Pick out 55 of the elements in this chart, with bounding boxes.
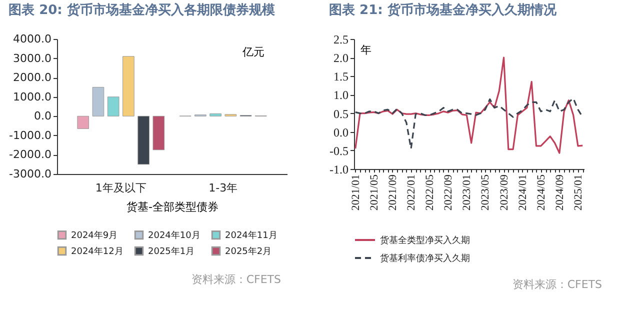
- bar: [138, 116, 150, 165]
- x-tick-label: 2024/09: [554, 174, 566, 211]
- bar: [152, 116, 165, 150]
- text: 资料来源：CFETS: [190, 272, 282, 287]
- x-tick-label: 2022/01: [406, 174, 418, 211]
- y-tick-label: 2.0: [334, 51, 348, 66]
- y-tick-label: 2000.0: [13, 71, 52, 84]
- y-tick-label: -1000.0: [9, 128, 52, 142]
- legend-label: 2024年11月: [225, 230, 278, 242]
- x-tick-label: 2022/05: [424, 174, 436, 211]
- line-series: [354, 56, 584, 154]
- y-tick-label: -2000.0: [9, 148, 52, 162]
- x-tick-label: 2023/01: [461, 174, 474, 211]
- y-tick-label: -1.0: [330, 162, 348, 176]
- y-tick-label: -3000.0: [9, 168, 52, 180]
- legend-label: 2025年1月: [148, 246, 195, 257]
- legend-label: 2025年2月: [225, 246, 272, 257]
- x-tick-label: 2024/01: [516, 174, 529, 211]
- y-tick-label: 2.5: [334, 32, 348, 46]
- x-tick-label: 2025/01: [572, 174, 584, 211]
- y-axis-title: 亿元: [242, 46, 264, 58]
- y-tick-label: 3000.0: [13, 52, 52, 65]
- x-tick-label: 2024/05: [535, 174, 548, 211]
- x-tick-label: 1-3年: [208, 182, 238, 194]
- y-tick-label: 0.0: [334, 125, 348, 140]
- legend-label: 2024年12月: [71, 246, 124, 257]
- legend-label: 货基利率债净买入久期: [380, 253, 470, 264]
- x-axis-title: 货基-全部类型债券: [126, 200, 218, 214]
- y-tick-label: 1.5: [334, 70, 348, 84]
- chart-title: 图表 20: 货币市场基金净买入各期限债券规模: [8, 2, 275, 18]
- bar: [107, 96, 120, 116]
- y-tick-label: -0.5: [330, 144, 348, 158]
- x-tick-label: 2023/05: [480, 174, 492, 211]
- legend-label: 货基全类型净买入久期: [380, 235, 470, 246]
- y-tick-label: 4000.0: [13, 32, 52, 46]
- text: 资料来源：CFETS: [511, 277, 603, 292]
- chart-title: 图表 21: 货币市场基金净买入久期情况: [329, 2, 558, 18]
- x-tick-label: 2022/09: [442, 174, 455, 211]
- legend-label: 2024年9月: [71, 230, 118, 242]
- legend-label: 2024年10月: [148, 230, 200, 242]
- x-tick-label: 2021/01: [350, 174, 362, 211]
- y-axis-title: 年: [360, 44, 372, 56]
- bar: [210, 113, 222, 116]
- bar: [92, 86, 104, 116]
- x-tick-label: 2023/09: [498, 174, 510, 211]
- x-tick-label: 2021/09: [386, 174, 399, 211]
- y-tick-label: 1000.0: [13, 90, 52, 104]
- y-tick-label: 0.0: [34, 110, 52, 123]
- y-tick-label: 1.0: [334, 88, 348, 102]
- x-tick-label: 1年及以下: [95, 182, 146, 194]
- bar: [77, 116, 90, 129]
- line-series: [354, 98, 584, 150]
- x-tick-label: 2021/05: [368, 174, 380, 211]
- y-tick-label: 0.5: [334, 106, 348, 121]
- bar: [122, 56, 134, 116]
